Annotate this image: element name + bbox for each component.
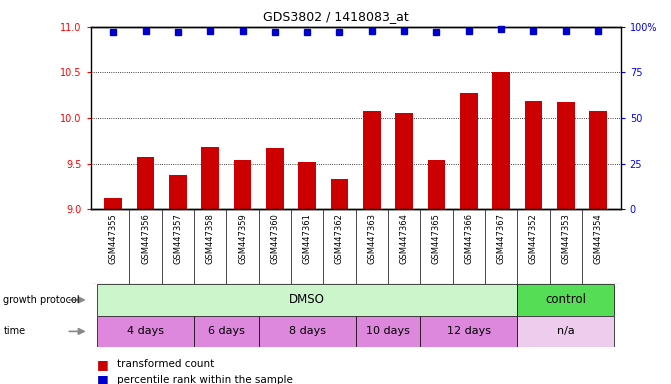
Bar <box>557 102 574 209</box>
Bar <box>266 148 284 209</box>
Bar <box>331 179 348 209</box>
Bar <box>258 316 356 347</box>
Text: GSM447357: GSM447357 <box>173 213 183 264</box>
Bar <box>427 160 446 209</box>
Bar <box>517 316 614 347</box>
Bar <box>493 73 510 209</box>
Text: GSM447358: GSM447358 <box>206 213 215 264</box>
Bar <box>356 316 420 347</box>
Text: GSM447354: GSM447354 <box>594 213 603 264</box>
Bar <box>169 175 187 209</box>
Text: 4 days: 4 days <box>127 326 164 336</box>
Text: ■: ■ <box>97 358 109 371</box>
Bar <box>97 284 517 316</box>
Text: GSM447366: GSM447366 <box>464 213 473 264</box>
Bar <box>460 93 478 209</box>
Text: ■: ■ <box>97 373 109 384</box>
Bar <box>104 199 122 209</box>
Text: growth protocol: growth protocol <box>3 295 80 305</box>
Text: GSM447360: GSM447360 <box>270 213 279 264</box>
Text: GDS3802 / 1418083_at: GDS3802 / 1418083_at <box>262 10 409 23</box>
Bar <box>137 157 154 209</box>
Bar <box>97 316 194 347</box>
Text: 6 days: 6 days <box>208 326 245 336</box>
Text: GSM447364: GSM447364 <box>400 213 409 264</box>
Bar <box>517 284 614 316</box>
Text: time: time <box>3 326 25 336</box>
Bar <box>201 147 219 209</box>
Bar <box>363 111 380 209</box>
Bar <box>589 111 607 209</box>
Text: GSM447352: GSM447352 <box>529 213 538 264</box>
Text: 12 days: 12 days <box>447 326 491 336</box>
Text: control: control <box>546 293 586 306</box>
Text: percentile rank within the sample: percentile rank within the sample <box>117 375 293 384</box>
Text: n/a: n/a <box>557 326 574 336</box>
Bar <box>194 316 258 347</box>
Bar <box>420 316 517 347</box>
Text: transformed count: transformed count <box>117 359 215 369</box>
Bar <box>298 162 316 209</box>
Bar <box>525 101 542 209</box>
Text: GSM447361: GSM447361 <box>303 213 311 264</box>
Text: GSM447363: GSM447363 <box>367 213 376 264</box>
Text: GSM447365: GSM447365 <box>432 213 441 264</box>
Text: GSM447356: GSM447356 <box>141 213 150 264</box>
Text: GSM447355: GSM447355 <box>109 213 117 264</box>
Text: GSM447362: GSM447362 <box>335 213 344 264</box>
Text: GSM447353: GSM447353 <box>561 213 570 264</box>
Bar <box>234 160 252 209</box>
Text: GSM447367: GSM447367 <box>497 213 505 264</box>
Text: GSM447359: GSM447359 <box>238 213 247 264</box>
Text: DMSO: DMSO <box>289 293 325 306</box>
Bar <box>395 113 413 209</box>
Text: 8 days: 8 days <box>289 326 325 336</box>
Text: 10 days: 10 days <box>366 326 410 336</box>
